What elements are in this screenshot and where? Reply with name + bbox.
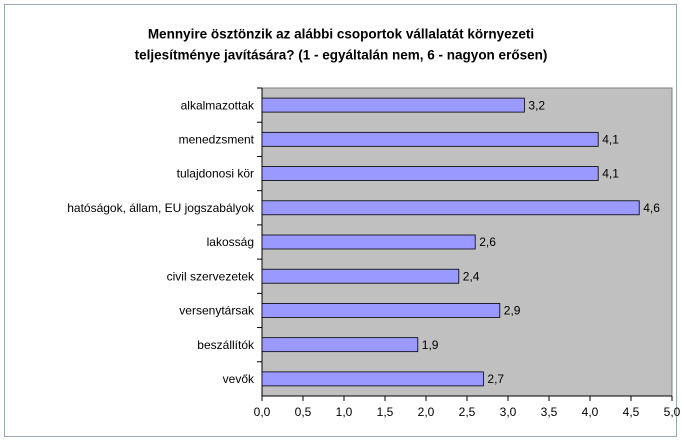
y-tick-label: alkalmazottak: [181, 98, 255, 112]
data-label: 3,2: [528, 98, 545, 112]
data-label: 4,1: [602, 167, 619, 181]
x-tick-label: 3,0: [500, 405, 517, 419]
x-tick-label: 2,5: [459, 405, 476, 419]
data-label: 1,9: [422, 338, 439, 352]
bar: [261, 303, 501, 318]
x-tick-label: 2,0: [418, 405, 435, 419]
x-tick-label: 1,5: [377, 405, 394, 419]
bar: [261, 166, 599, 181]
bar: [261, 97, 525, 113]
x-tick-label: 0,5: [295, 405, 312, 419]
y-tick-label: vevők: [223, 372, 255, 386]
data-label: 2,4: [463, 269, 480, 283]
data-label: 2,6: [479, 235, 496, 249]
bar: [261, 234, 476, 250]
y-tick-label: lakosság: [207, 235, 254, 249]
bar: [261, 200, 640, 216]
y-tick-label: beszállítók: [197, 338, 255, 352]
data-label: 2,7: [487, 372, 504, 386]
data-label: 4,1: [602, 133, 619, 147]
y-tick-label: civil szervezetek: [167, 269, 255, 283]
x-tick-label: 5,0: [664, 405, 681, 419]
y-tick-label: tulajdonosi kör: [177, 167, 254, 181]
chart-title: Mennyire ösztönzik az alábbi csoportok v…: [148, 27, 534, 42]
y-tick-label: menedzsment: [179, 133, 255, 147]
y-tick-label: hatóságok, állam, EU jogszabályok: [67, 201, 255, 215]
x-tick-label: 1,0: [336, 405, 353, 419]
data-label: 4,6: [643, 201, 660, 215]
bar: [261, 337, 419, 353]
x-tick-label: 3,5: [541, 405, 558, 419]
data-label: 2,9: [504, 304, 521, 318]
chart-title: teljesítménye javítására? (1 - egyáltalá…: [135, 48, 548, 63]
x-tick-label: 0,0: [254, 405, 271, 419]
bar: [261, 268, 460, 284]
x-tick-label: 4,5: [623, 405, 640, 419]
y-tick-label: versenytársak: [179, 304, 255, 318]
x-tick-label: 4,0: [582, 405, 599, 419]
bar: [261, 371, 484, 387]
bar: [261, 131, 599, 147]
